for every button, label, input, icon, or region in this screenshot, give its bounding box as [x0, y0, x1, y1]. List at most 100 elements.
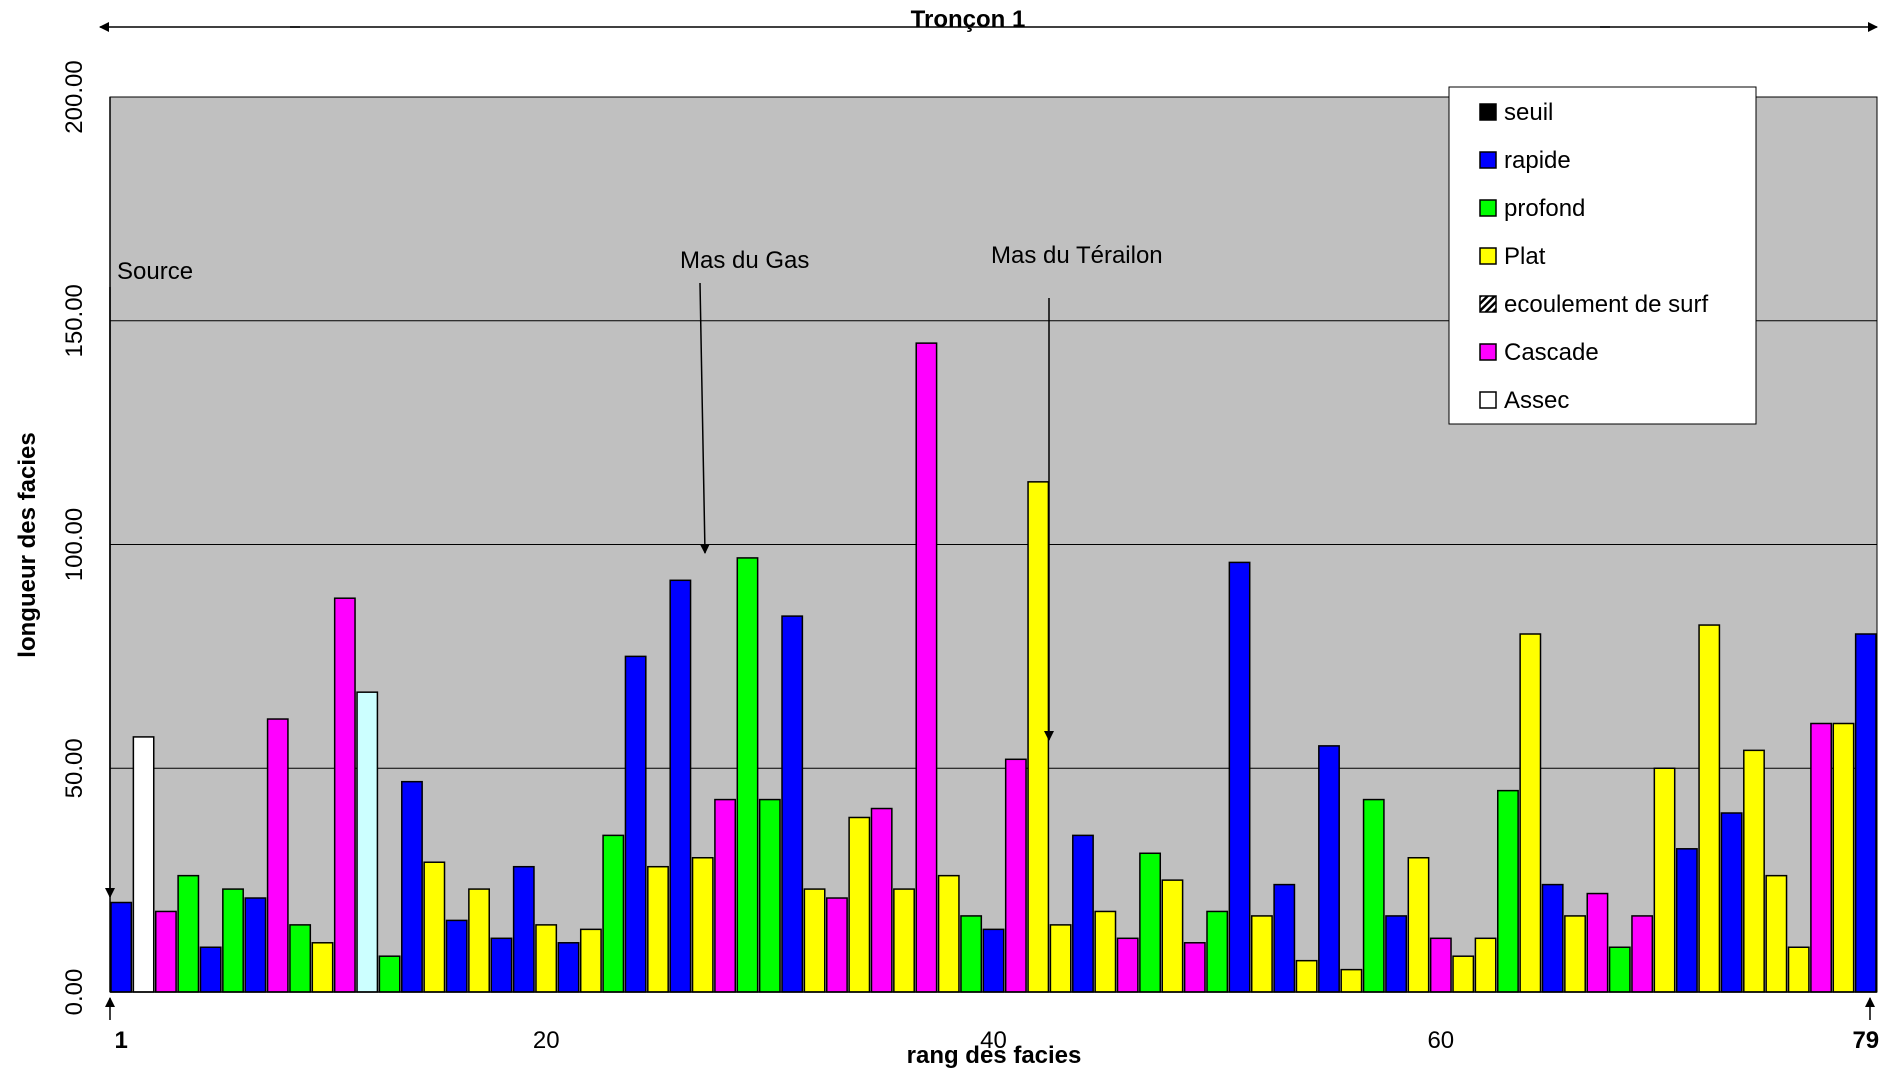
- bar-12: [356, 691, 379, 993]
- annotation-mas-du-gas-label: Mas du Gas: [680, 247, 809, 274]
- bar-1: [110, 901, 133, 993]
- bar-32: [803, 888, 826, 993]
- annotation-mas-du-terailon: Mas du Térailon: [991, 242, 1163, 741]
- bars: [110, 342, 1877, 993]
- bar-45: [1094, 910, 1117, 993]
- bar-9: [289, 924, 312, 993]
- legend-box: [1448, 86, 1757, 425]
- bar-42: [1027, 481, 1050, 993]
- annotation-source-label: Source: [117, 258, 193, 285]
- bar-6: [222, 888, 244, 993]
- annotation-source: Source: [105, 258, 193, 898]
- annotation-mas-du-gas-arrow: [699, 282, 710, 554]
- bar-58: [1385, 915, 1408, 993]
- legend: seuil rapide profond Plat ecoulement de surf…: [1448, 86, 1757, 425]
- bar-37: [915, 342, 938, 993]
- y-tick-label-2: 100.00: [61, 508, 88, 581]
- bar-35: [870, 807, 893, 993]
- bar-4: [177, 874, 200, 993]
- bar-72: [1698, 624, 1721, 993]
- legend-label-rapide: rapide: [1504, 147, 1571, 174]
- annotation-mas-du-gas: Mas du Gas: [680, 247, 809, 554]
- bar-64: [1519, 633, 1542, 993]
- bar-18: [490, 937, 513, 993]
- bar-70: [1653, 767, 1676, 993]
- bar-20: [535, 924, 558, 993]
- bar-28: [714, 798, 737, 993]
- bar-79: [1854, 633, 1877, 993]
- bar-16: [445, 919, 468, 993]
- bar-63: [1497, 789, 1519, 993]
- bar-62: [1474, 937, 1497, 993]
- bar-38: [937, 874, 960, 993]
- y-tick-labels: 0.00 50.00 100.00 150.00 200.00: [61, 60, 88, 1015]
- bar-14: [401, 780, 423, 993]
- bar-11: [333, 597, 356, 993]
- legend-swatch-cascade: [1479, 343, 1497, 361]
- bar-43: [1049, 924, 1072, 993]
- bar-71: [1675, 848, 1698, 993]
- legend-swatch-ecoulement-de-surf: [1479, 295, 1497, 313]
- bar-5: [199, 946, 222, 993]
- bar-54: [1295, 959, 1318, 993]
- bar-56: [1340, 968, 1363, 993]
- bar-7: [244, 897, 267, 993]
- bar-21: [557, 942, 580, 993]
- legend-swatch-seuil: [1479, 103, 1497, 121]
- bar-25: [647, 865, 669, 993]
- x-tick-label-1: 1: [115, 1027, 128, 1054]
- y-axis-title: longueur des facies: [14, 432, 41, 657]
- bar-36: [893, 888, 915, 993]
- bar-31: [781, 615, 804, 993]
- bar-39: [960, 915, 983, 993]
- bar-46: [1116, 937, 1139, 993]
- bar-24: [624, 655, 647, 993]
- bar-30: [758, 798, 781, 993]
- bar-10: [311, 942, 334, 993]
- y-tick-label-0: 0.00: [61, 969, 88, 1016]
- legend-label-ecoulement-de-surf: ecoulement de surf: [1504, 291, 1708, 318]
- bar-23: [602, 834, 625, 993]
- bar-34: [848, 816, 871, 993]
- bar-22: [579, 928, 602, 993]
- bar-48: [1161, 879, 1184, 993]
- bar-19: [512, 865, 535, 993]
- bar-47: [1139, 852, 1162, 993]
- legend-label-cascade: Cascade: [1504, 339, 1599, 366]
- x-tick-label-60: 60: [1427, 1027, 1454, 1054]
- x-tick-label-20: 20: [533, 1027, 560, 1054]
- bar-40: [982, 928, 1005, 993]
- legend-swatch-rapide: [1479, 151, 1497, 169]
- bar-52: [1250, 915, 1273, 993]
- bar-29: [736, 557, 759, 993]
- bar-50: [1206, 910, 1229, 993]
- legend-swatch-assec: [1479, 391, 1497, 409]
- bar-59: [1407, 857, 1430, 993]
- bar-2: [132, 736, 155, 993]
- bar-13: [378, 955, 401, 993]
- chart-title: Tronçon 1: [911, 6, 1026, 33]
- bar-76: [1787, 946, 1810, 993]
- x-tick-label-40: 40: [980, 1027, 1007, 1054]
- x-axis-title: rang des facies: [907, 1042, 1082, 1069]
- bar-51: [1228, 561, 1251, 993]
- y-tick-label-3: 150.00: [61, 284, 88, 357]
- legend-label-plat: Plat: [1504, 243, 1546, 270]
- bar-77: [1810, 722, 1833, 993]
- y-tick-label-4: 200.00: [61, 60, 88, 133]
- bar-8: [266, 718, 289, 993]
- legend-swatch-plat: [1479, 247, 1497, 265]
- bar-61: [1452, 955, 1475, 993]
- bar-41: [1004, 758, 1027, 993]
- bar-53: [1273, 883, 1296, 993]
- legend-swatch-profond: [1479, 199, 1497, 217]
- bar-69: [1631, 915, 1654, 993]
- annotation-mas-du-terailon-label: Mas du Térailon: [991, 242, 1163, 269]
- bar-67: [1586, 892, 1609, 993]
- bar-49: [1183, 942, 1206, 993]
- bar-75: [1765, 874, 1788, 993]
- bar-27: [691, 857, 714, 993]
- legend-label-assec: Assec: [1504, 387, 1569, 414]
- bar-26: [669, 579, 692, 993]
